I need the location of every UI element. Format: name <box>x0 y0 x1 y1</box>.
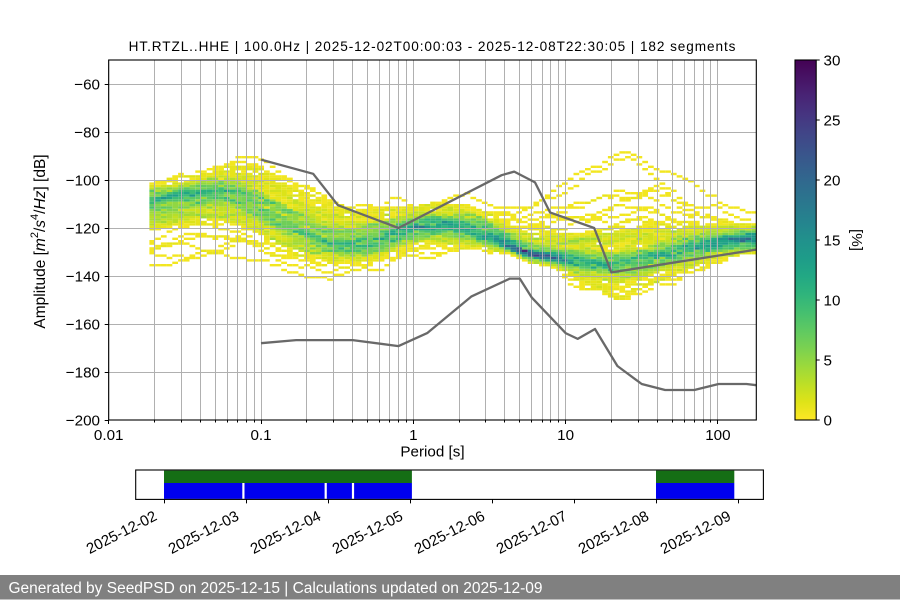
svg-text:20: 20 <box>824 173 841 190</box>
svg-text:HT.RTZL..HHE | 100.0Hz | 2025-: HT.RTZL..HHE | 100.0Hz | 2025-12-02T00:0… <box>129 39 737 54</box>
svg-text:25: 25 <box>824 113 841 130</box>
svg-text:15: 15 <box>824 233 841 250</box>
svg-text:Generated by SeedPSD on 2025-1: Generated by SeedPSD on 2025-12-15 | Cal… <box>9 580 543 597</box>
svg-text:−140: −140 <box>66 269 100 286</box>
svg-text:−160: −160 <box>66 317 100 334</box>
svg-text:[%]: [%] <box>848 229 865 251</box>
svg-text:100: 100 <box>705 427 730 444</box>
svg-text:10: 10 <box>824 293 841 310</box>
svg-text:−180: −180 <box>66 365 100 382</box>
svg-text:−60: −60 <box>74 77 100 94</box>
svg-text:0.01: 0.01 <box>94 427 124 444</box>
svg-text:Period [s]: Period [s] <box>400 444 464 461</box>
svg-text:5: 5 <box>824 353 832 370</box>
svg-text:30: 30 <box>824 53 841 70</box>
svg-text:0: 0 <box>824 413 832 430</box>
svg-text:−80: −80 <box>74 125 100 142</box>
svg-text:−120: −120 <box>66 221 100 238</box>
svg-text:10: 10 <box>557 427 574 444</box>
svg-text:−100: −100 <box>66 173 100 190</box>
svg-text:Amplitude [m2/s4/Hz] [dB]: Amplitude [m2/s4/Hz] [dB] <box>29 154 49 328</box>
svg-text:1: 1 <box>409 427 417 444</box>
svg-text:0.1: 0.1 <box>250 427 271 444</box>
svg-text:−200: −200 <box>66 413 100 430</box>
